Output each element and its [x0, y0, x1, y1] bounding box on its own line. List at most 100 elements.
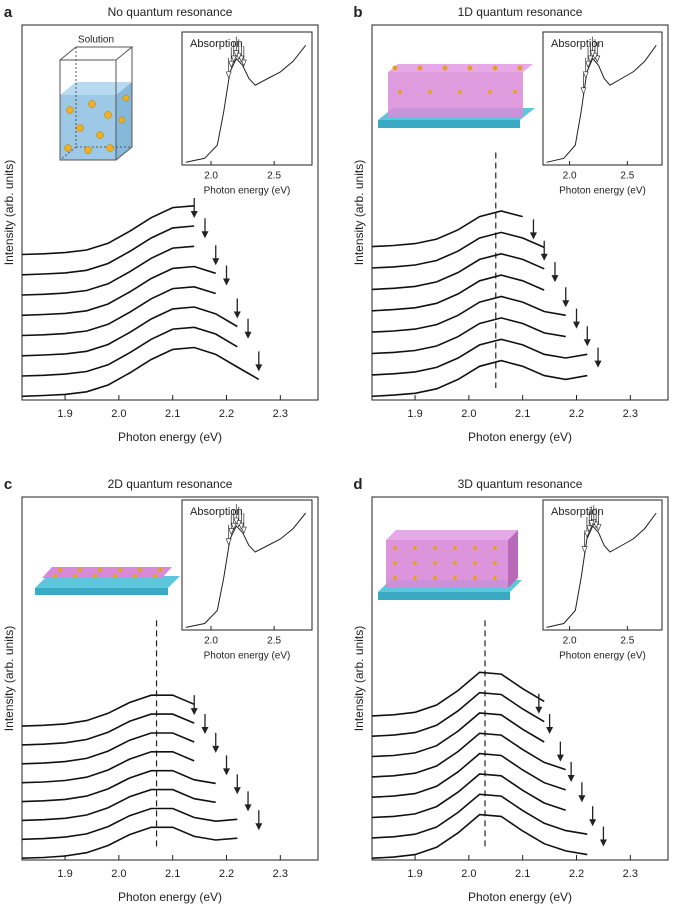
panel-title: 3D quantum resonance [458, 477, 583, 491]
spectrum-line [21, 265, 216, 317]
absorption-line [546, 45, 657, 163]
x-tick-label: 2.1 [165, 868, 180, 880]
arrow-head [190, 708, 198, 716]
inset-frame [542, 31, 663, 166]
x-tick-label: 2.0 [461, 868, 476, 880]
arrow-head [546, 727, 554, 735]
inset-arrow [225, 524, 232, 546]
inset-arrow [225, 57, 232, 79]
peak-arrow [573, 308, 581, 329]
spectrum-line [371, 691, 545, 737]
peak-arrow [223, 265, 231, 286]
y-axis-label: Intensity (arb. units) [352, 626, 366, 731]
inset-arrow [235, 39, 242, 61]
inset-x-tick-label: 2.0 [563, 171, 577, 182]
x-tick-label: 2.1 [515, 868, 530, 880]
x-tick-label: 2.2 [569, 408, 584, 420]
x-axis-label: Photon energy (eV) [118, 890, 222, 904]
spectrum-line [21, 769, 216, 803]
inset-x-tick-label: 2.5 [620, 636, 634, 647]
arrow-head [240, 526, 247, 534]
inset-x-tick-label: 2.5 [267, 171, 281, 182]
arrow-head [244, 804, 252, 812]
spectrum-line [371, 210, 523, 248]
arrow-head [228, 528, 235, 536]
spectrum-line [21, 807, 238, 841]
peak-arrow [556, 741, 564, 762]
spectrum-line [21, 694, 195, 727]
inset-arrow [240, 513, 247, 534]
arrow-head [580, 87, 587, 95]
peak-arrow [567, 761, 575, 782]
plot-frame [371, 24, 669, 401]
arrow-head [223, 768, 231, 776]
inset-x-axis-label: Photon energy (eV) [559, 186, 646, 197]
arrow-head [235, 520, 242, 528]
arrow-head [589, 50, 596, 58]
panel-title: 1D quantum resonance [458, 5, 583, 19]
peak-arrow [529, 219, 537, 240]
inset-arrow [240, 45, 247, 67]
absorption-line [185, 44, 307, 163]
inset-title: Absorption [551, 506, 604, 518]
arrow-head [583, 530, 590, 538]
inset-arrow [580, 73, 587, 95]
inset-frame [542, 499, 663, 631]
spectrum-line [21, 751, 195, 784]
inset-frame [181, 499, 313, 631]
spectrum-line [371, 274, 545, 312]
inset-arrow [588, 506, 595, 528]
peak-arrow [540, 240, 548, 261]
x-tick-label: 2.3 [273, 868, 288, 880]
panel-title: No quantum resonance [108, 5, 233, 19]
inset-x-axis-label: Photon energy (eV) [204, 651, 291, 662]
x-tick-label: 1.9 [407, 408, 422, 420]
arrow-head [582, 71, 589, 79]
arrow-head [233, 787, 241, 795]
spectrum-line [371, 295, 566, 333]
spectrum-line [371, 317, 566, 355]
arrow-head [240, 59, 247, 67]
arrow-head [589, 819, 597, 827]
arrow-head [233, 50, 240, 58]
arrow-head [233, 311, 241, 319]
peak-arrow [190, 198, 198, 218]
arrow-head [233, 517, 240, 525]
x-tick-label: 2.3 [623, 408, 638, 420]
spectrum-line [371, 732, 566, 778]
spectrum-line [21, 205, 195, 256]
spectrum-line [21, 713, 195, 746]
inset-title: Absorption [190, 38, 243, 50]
peak-arrow [562, 287, 570, 308]
peak-arrow [223, 755, 231, 776]
x-tick-label: 2.0 [111, 868, 126, 880]
x-axis-label: Photon energy (eV) [118, 430, 222, 444]
x-tick-label: 2.3 [623, 868, 638, 880]
arrow-head [599, 839, 607, 847]
peak-arrow [233, 298, 241, 319]
peak-arrow [212, 245, 220, 266]
arrow-head [230, 522, 237, 530]
inset-frame [181, 31, 313, 166]
arrow-head [190, 211, 198, 218]
x-tick-label: 2.3 [273, 408, 288, 420]
spectrum-line [371, 712, 545, 758]
arrow-head [587, 55, 594, 63]
arrow-head [235, 52, 242, 61]
arrow-head [244, 331, 252, 339]
peak-arrow [201, 218, 209, 239]
solution-cuvette [59, 46, 134, 161]
spectrum-line [371, 773, 566, 819]
spectrum-line [371, 671, 545, 717]
panel-title: 2D quantum resonance [108, 477, 233, 491]
x-axis-label: Photon energy (eV) [468, 430, 572, 444]
inset-title: Absorption [551, 38, 604, 50]
arrow-head [540, 253, 548, 261]
inset-x-axis-label: Photon energy (eV) [204, 186, 291, 197]
arrow-head [551, 275, 559, 283]
arrow-head [255, 364, 263, 372]
absorption-line [546, 512, 657, 628]
panel-label: d [353, 476, 362, 493]
x-tick-label: 2.2 [569, 868, 584, 880]
peak-arrow [551, 262, 559, 283]
